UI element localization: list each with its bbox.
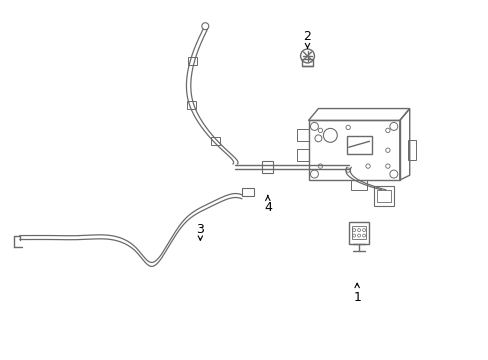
- Text: 2: 2: [303, 30, 311, 48]
- Text: 3: 3: [196, 223, 204, 240]
- Text: 1: 1: [352, 283, 360, 303]
- Text: 4: 4: [264, 195, 271, 214]
